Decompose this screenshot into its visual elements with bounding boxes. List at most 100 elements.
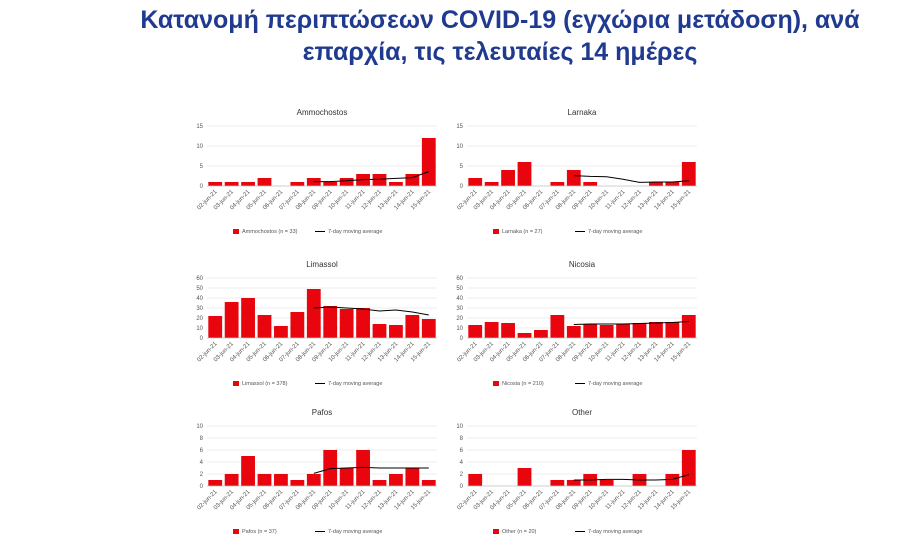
bar bbox=[356, 450, 370, 486]
bar bbox=[372, 174, 387, 186]
moving-average-line bbox=[313, 171, 429, 183]
chart-title: Ammochostos bbox=[297, 108, 348, 117]
legend-label-line: 7-day moving average bbox=[588, 529, 642, 535]
chart-ammochostos-svg: Ammochostos05101502-jun-2103-jun-2104-ju… bbox=[196, 108, 437, 235]
y-tick-label: 5 bbox=[200, 164, 204, 170]
bar bbox=[550, 182, 565, 186]
y-tick-label: 40 bbox=[196, 296, 203, 302]
legend-label-bar: Pafos (n = 37) bbox=[242, 529, 277, 535]
bar bbox=[468, 474, 483, 486]
bar bbox=[649, 182, 663, 186]
moving-average-line bbox=[573, 175, 689, 183]
bar bbox=[372, 324, 387, 338]
y-tick-label: 10 bbox=[196, 144, 203, 150]
bar bbox=[306, 178, 321, 186]
bar bbox=[681, 450, 696, 486]
bar bbox=[501, 170, 515, 186]
bar bbox=[208, 480, 223, 486]
page-title-line-2: επαρχία, τις τελευταίες 14 ημέρες bbox=[302, 38, 698, 66]
bar bbox=[208, 316, 223, 338]
chart-title: Nicosia bbox=[569, 260, 596, 269]
bar bbox=[323, 182, 338, 186]
bar bbox=[665, 182, 680, 186]
legend-label-bar: Ammochostos (n = 33) bbox=[242, 229, 298, 235]
bar bbox=[484, 182, 499, 186]
y-tick-label: 15 bbox=[196, 124, 203, 130]
bar bbox=[599, 480, 614, 486]
bar bbox=[517, 162, 532, 186]
legend-label-line: 7-day moving average bbox=[328, 229, 382, 235]
bar bbox=[649, 322, 663, 338]
bar bbox=[501, 323, 515, 338]
y-tick-label: 50 bbox=[456, 286, 463, 292]
chart-nicosia-svg: Nicosia010203040506002-jun-2103-jun-2104… bbox=[456, 260, 697, 387]
y-tick-label: 60 bbox=[456, 276, 463, 282]
moving-average-line bbox=[313, 466, 429, 474]
bar bbox=[224, 474, 239, 486]
y-tick-label: 20 bbox=[456, 316, 463, 322]
y-tick-label: 10 bbox=[196, 424, 203, 430]
bar bbox=[681, 315, 696, 338]
chart-pafos: Pafos 0 2 4 6 8 10 02-jun-21 03-jun-21 04-jun-21 0… bbox=[185, 405, 445, 540]
bar bbox=[665, 322, 680, 338]
bar bbox=[356, 308, 370, 338]
bar bbox=[583, 324, 598, 338]
legend-swatch-bar bbox=[233, 229, 239, 234]
y-tick-label: 2 bbox=[200, 472, 204, 478]
chart-title: Limassol bbox=[306, 260, 338, 269]
bar bbox=[468, 325, 483, 338]
bar bbox=[468, 178, 483, 186]
bar bbox=[550, 315, 565, 338]
chart-ammochostos: Ammochostos 0 5 10 15 02-jun-21 03-jun-21 04-ju… bbox=[185, 105, 445, 240]
moving-average-line bbox=[313, 306, 429, 316]
bar bbox=[208, 182, 223, 186]
bar bbox=[372, 480, 387, 486]
bar bbox=[306, 474, 321, 486]
bar bbox=[257, 178, 272, 186]
chart-title: Pafos bbox=[312, 408, 332, 417]
chart-limassol-svg: Limassol010203040506002-jun-2103-jun-210… bbox=[196, 260, 437, 387]
bar bbox=[323, 450, 338, 486]
bar bbox=[550, 480, 565, 486]
bar bbox=[241, 456, 255, 486]
bar bbox=[339, 468, 354, 486]
bar bbox=[257, 474, 272, 486]
y-tick-label: 60 bbox=[196, 276, 203, 282]
moving-average-line bbox=[573, 321, 689, 325]
bar bbox=[517, 333, 532, 338]
chart-larnaka: Larnaka 0 5 10 15 02-jun-21 03-jun-21 04-jun-21… bbox=[445, 105, 705, 240]
bar bbox=[241, 298, 255, 338]
y-tick-label: 8 bbox=[200, 436, 204, 442]
chart-other-svg: Other024681002-jun-2103-jun-2104-jun-210… bbox=[456, 408, 697, 535]
bar bbox=[421, 319, 436, 338]
y-tick-label: 0 bbox=[460, 484, 464, 490]
y-tick-label: 4 bbox=[200, 460, 204, 466]
bar bbox=[224, 182, 239, 186]
y-tick-label: 5 bbox=[460, 164, 464, 170]
bar bbox=[274, 474, 288, 486]
chart-nicosia: Nicosia 0 10 20 30 40 50 60 02-jun-21 03-jun-21 04… bbox=[445, 257, 705, 392]
legend-label-bar: Other (n = 20) bbox=[502, 529, 537, 535]
legend-swatch-bar bbox=[233, 381, 239, 386]
y-tick-label: 30 bbox=[196, 306, 203, 312]
y-tick-label: 6 bbox=[200, 448, 204, 454]
y-tick-label: 0 bbox=[200, 336, 204, 342]
bar bbox=[566, 326, 581, 338]
bar bbox=[517, 468, 532, 486]
chart-limassol: Limassol 0 10 20 30 40 50 60 02-jun-21 03-jun-21 0… bbox=[185, 257, 445, 392]
bar bbox=[389, 325, 403, 338]
y-tick-label: 4 bbox=[460, 460, 464, 466]
y-tick-label: 20 bbox=[196, 316, 203, 322]
y-tick-label: 10 bbox=[456, 424, 463, 430]
y-tick-label: 30 bbox=[456, 306, 463, 312]
bar bbox=[632, 323, 647, 338]
y-tick-label: 10 bbox=[456, 326, 463, 332]
y-tick-label: 10 bbox=[456, 144, 463, 150]
bar bbox=[616, 324, 630, 338]
legend-label-line: 7-day moving average bbox=[588, 229, 642, 235]
y-tick-label: 50 bbox=[196, 286, 203, 292]
bar bbox=[323, 306, 338, 338]
y-tick-label: 15 bbox=[456, 124, 463, 130]
legend-swatch-bar bbox=[493, 229, 499, 234]
chart-title: Larnaka bbox=[568, 108, 597, 117]
